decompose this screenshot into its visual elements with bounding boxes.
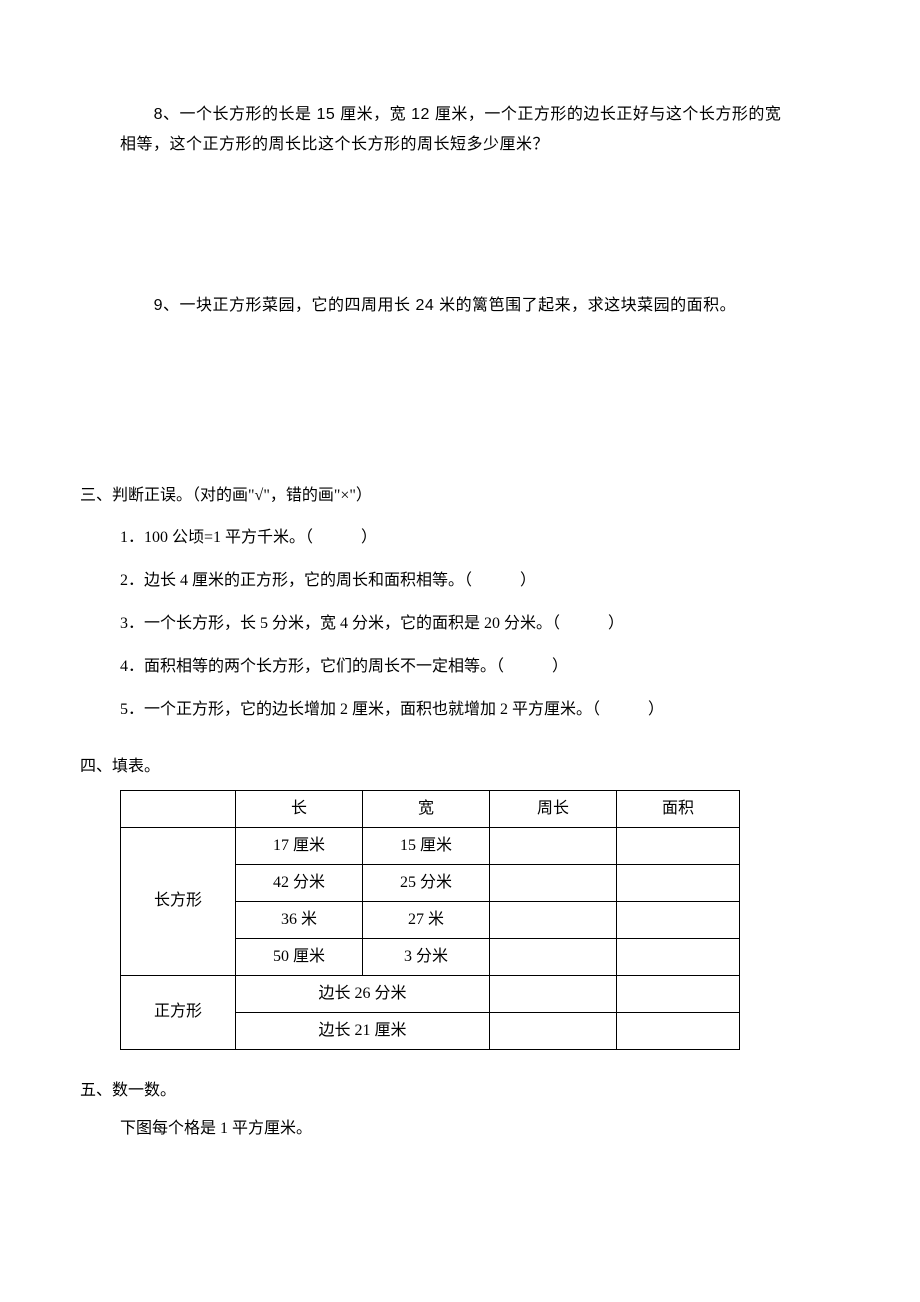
section-4-heading: 四、填表。 [80,752,840,782]
square-row1-perimeter [490,1012,617,1049]
col-perimeter-header: 周长 [490,790,617,827]
s3-item-4: 4．面积相等的两个长方形，它们的周长不一定相等。（ ） [120,649,840,684]
square-row1-area [617,1012,740,1049]
square-row1-side: 边长 21 厘米 [236,1012,490,1049]
section-5-heading: 五、数一数。 [80,1076,840,1106]
rect-row3-length: 50 厘米 [236,938,363,975]
rect-row0-area [617,827,740,864]
rect-row0-length: 17 厘米 [236,827,363,864]
workspace-gap-q8 [80,161,840,291]
rect-label-cell: 长方形 [121,827,236,975]
rect-row3-width: 3 分米 [363,938,490,975]
rect-row2-perimeter [490,901,617,938]
section-4: 四、填表。 长 宽 周长 面积 长方形 17 厘米 15 厘米 42 分米 25… [80,752,840,1050]
col-area-header: 面积 [617,790,740,827]
s3-item-1: 1．100 公顷=1 平方千米。（ ） [120,520,840,555]
rect-row2-width: 27 米 [363,901,490,938]
s3-item-3: 3．一个长方形，长 5 分米，宽 4 分米，它的面积是 20 分米。（ ） [120,606,840,641]
rect-row3-area [617,938,740,975]
worksheet-page: 8、一个长方形的长是 15 厘米，宽 12 厘米，一个正方形的边长正好与这个长方… [0,0,920,1225]
square-row0-side: 边长 26 分米 [236,975,490,1012]
question-9: 9、一块正方形菜园，它的四周用长 24 米的篱笆围了起来，求这块菜园的面积。 [80,291,840,321]
rect-row2-length: 36 米 [236,901,363,938]
rect-row1-perimeter [490,864,617,901]
s3-item-5: 5．一个正方形，它的边长增加 2 厘米，面积也就增加 2 平方厘米。（ ） [120,692,840,727]
section-5: 五、数一数。 下图每个格是 1 平方厘米。 [80,1076,840,1145]
section-5-sub: 下图每个格是 1 平方厘米。 [80,1114,840,1144]
rect-row2-area [617,901,740,938]
table-header-row: 长 宽 周长 面积 [121,790,740,827]
rect-row3-perimeter [490,938,617,975]
fill-table: 长 宽 周长 面积 长方形 17 厘米 15 厘米 42 分米 25 分米 36… [120,790,740,1050]
q8-text-line2: 相等，这个正方形的周长比这个长方形的周长短多少厘米？ [120,130,840,160]
q9-text: 9、一块正方形菜园，它的四周用长 24 米的篱笆围了起来，求这块菜园的面积。 [154,297,737,314]
s3-item-2: 2．边长 4 厘米的正方形，它的周长和面积相等。（ ） [120,563,840,598]
rect-row0-perimeter [490,827,617,864]
col-length-header: 长 [236,790,363,827]
section-3-items: 1．100 公顷=1 平方千米。（ ） 2．边长 4 厘米的正方形，它的周长和面… [80,520,840,728]
rect-row1-area [617,864,740,901]
table-row: 长方形 17 厘米 15 厘米 [121,827,740,864]
workspace-gap-q9 [80,321,840,481]
table-row: 正方形 边长 26 分米 [121,975,740,1012]
question-8: 8、一个长方形的长是 15 厘米，宽 12 厘米，一个正方形的边长正好与这个长方… [80,100,840,161]
col-width-header: 宽 [363,790,490,827]
col-shape-header [121,790,236,827]
square-label-cell: 正方形 [121,975,236,1049]
square-row0-perimeter [490,975,617,1012]
square-row0-area [617,975,740,1012]
q8-text-line1: 8、一个长方形的长是 15 厘米，宽 12 厘米，一个正方形的边长正好与这个长方… [120,100,840,130]
rect-row1-width: 25 分米 [363,864,490,901]
rect-row0-width: 15 厘米 [363,827,490,864]
rect-row1-length: 42 分米 [236,864,363,901]
section-3-heading: 三、判断正误。（对的画"√"，错的画"×"） [80,481,840,511]
